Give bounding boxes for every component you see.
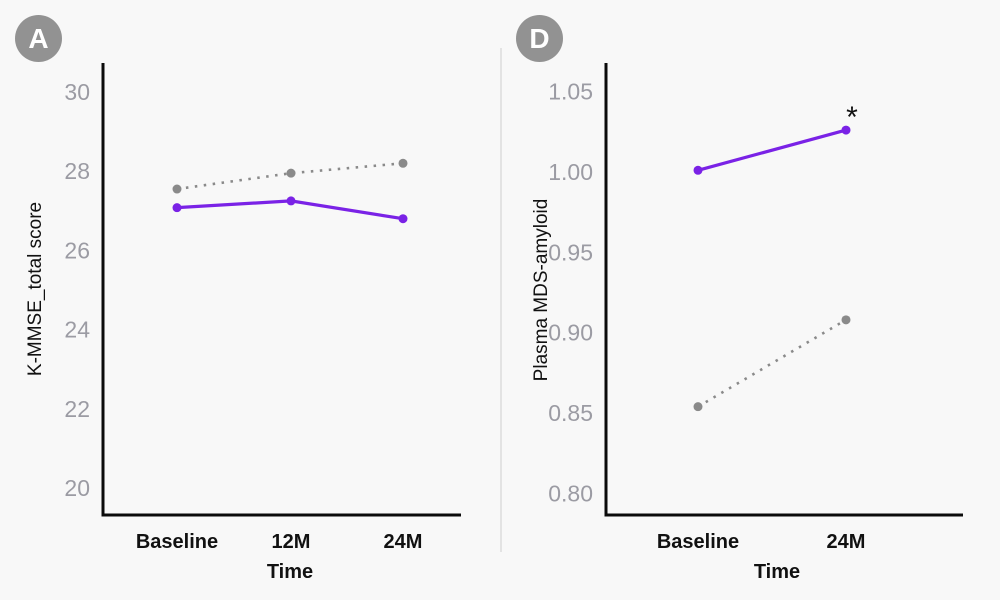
- y-axis-title: Plasma MDS-amyloid: [531, 199, 552, 382]
- x-axis-title: Time: [267, 561, 313, 583]
- data-point-dotted-gray: [398, 158, 408, 168]
- panel-a-plot: 30 28 26 24 22 20 Baseline 12M 24M Time K-MMSE_tot…: [25, 63, 461, 583]
- x-tick-label: 24M: [384, 531, 423, 553]
- series-line-dotted-gray: [176, 161, 404, 191]
- data-point-solid-purple: [841, 125, 851, 135]
- y-tick-label: 1.00: [548, 159, 593, 185]
- y-tick-label: 22: [64, 396, 90, 422]
- data-point-dotted-gray: [841, 315, 851, 325]
- data-point-dotted-gray: [693, 402, 703, 412]
- data-point-solid-purple: [693, 165, 703, 175]
- y-tick-label: 0.90: [548, 320, 593, 346]
- axis-lines: [101, 63, 461, 517]
- y-tick-label: 0.80: [548, 481, 593, 507]
- data-point-dotted-gray: [286, 168, 296, 178]
- data-point-solid-purple: [286, 196, 296, 206]
- data-point-dotted-gray: [172, 184, 182, 194]
- series-line-solid-purple: [697, 128, 847, 172]
- y-tick-label: 1.05: [548, 79, 593, 105]
- y-tick-label: 28: [64, 158, 90, 184]
- x-tick-label: 24M: [827, 531, 866, 553]
- x-axis-title: Time: [754, 561, 800, 583]
- y-axis-title: K-MMSE_total score: [25, 202, 46, 376]
- significance-asterisk: *: [846, 101, 858, 134]
- panel-d-badge: D: [516, 15, 563, 62]
- x-tick-label: Baseline: [136, 531, 218, 553]
- y-tick-label: 30: [64, 79, 90, 105]
- x-tick-label: Baseline: [657, 531, 739, 553]
- y-tick-label: 26: [64, 237, 90, 263]
- y-tick-label: 0.95: [548, 239, 593, 265]
- data-point-solid-purple: [398, 214, 408, 224]
- series-line-dotted-gray: [697, 318, 847, 408]
- panel-d-plot: 1.05 1.00 0.95 0.90 0.85 0.80 Baseline 24M Time P…: [531, 63, 963, 583]
- y-tick-label: 20: [64, 475, 90, 501]
- y-tick-label: 24: [64, 317, 90, 343]
- y-tick-label: 0.85: [548, 400, 593, 426]
- axis-lines: [604, 63, 963, 517]
- panel-a-badge: A: [15, 15, 62, 62]
- x-tick-label: 12M: [272, 531, 311, 553]
- data-point-solid-purple: [172, 203, 182, 213]
